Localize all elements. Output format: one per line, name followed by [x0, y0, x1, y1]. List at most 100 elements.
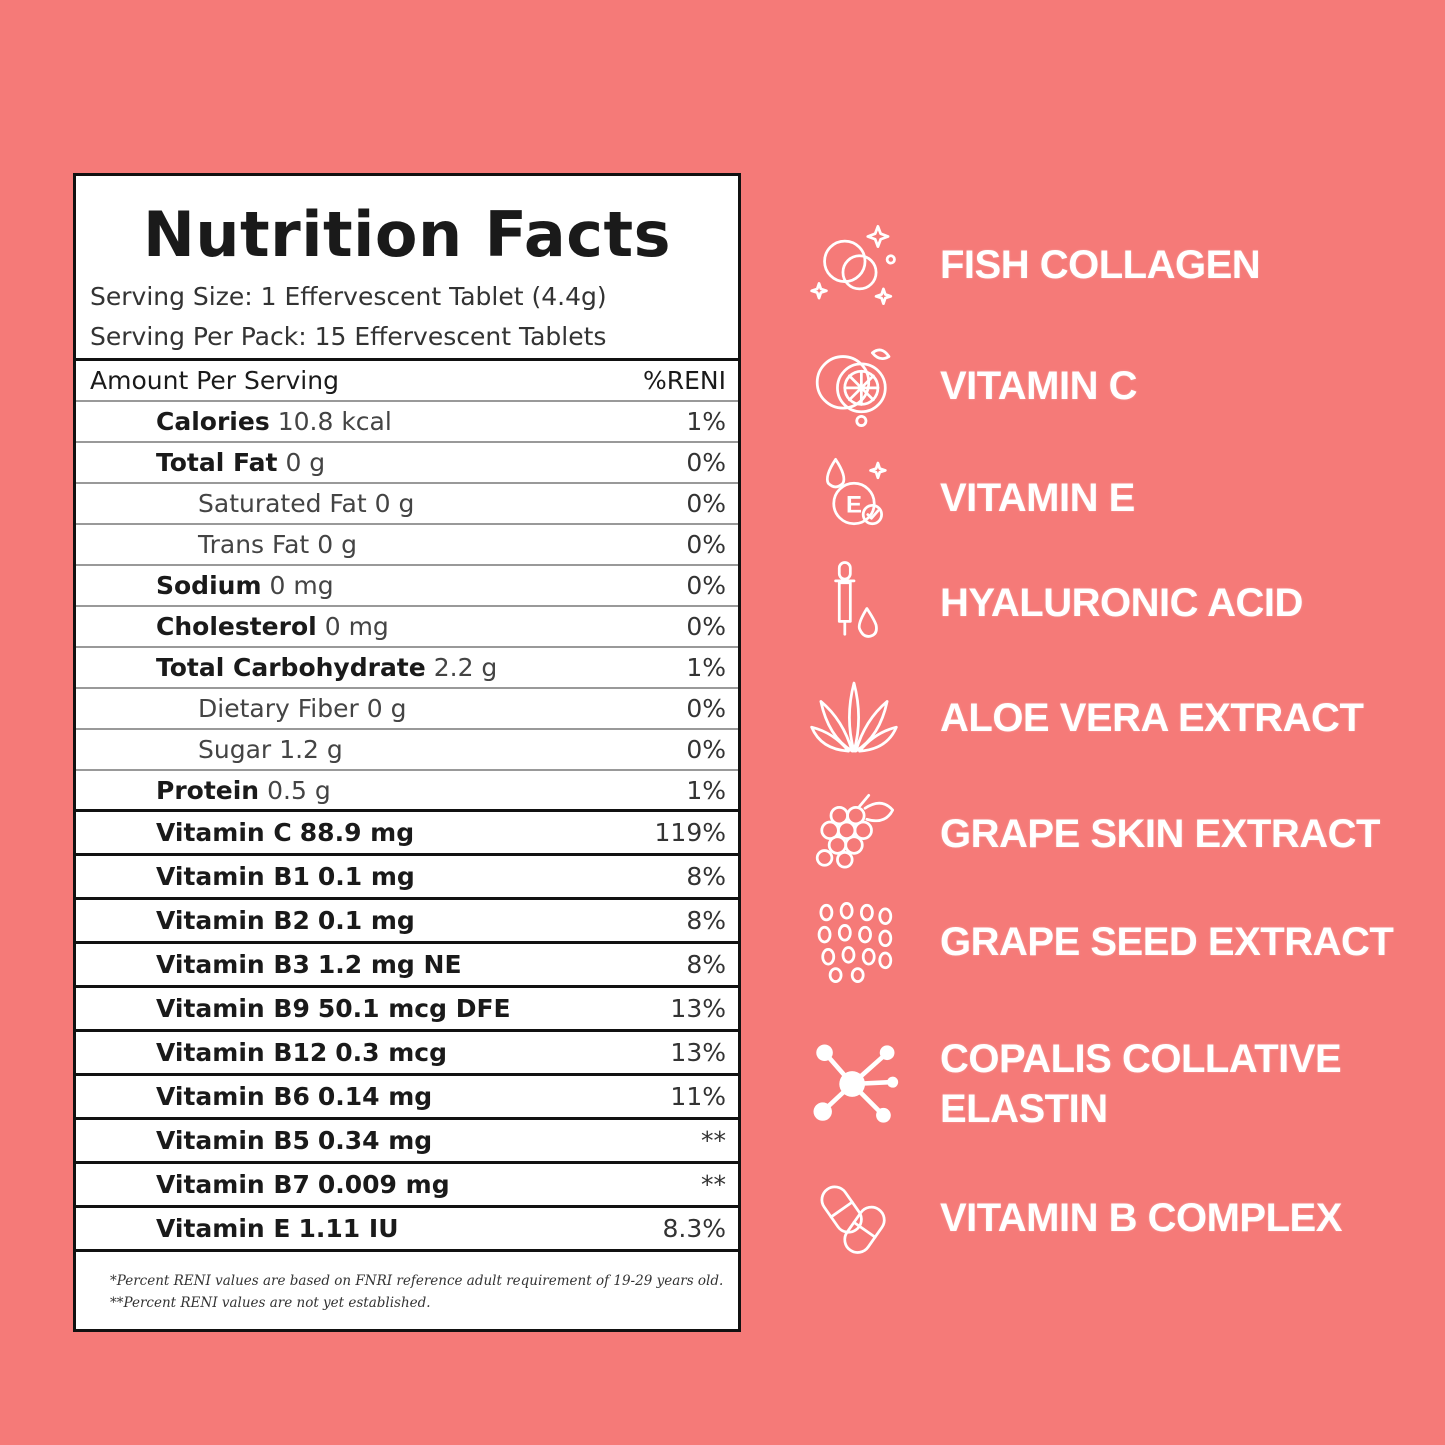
grape-bunch-icon [790, 784, 918, 884]
row-label: Sugar [198, 735, 272, 764]
ingredient-fish-collagen: FISH COLLAGEN [790, 215, 1430, 315]
serving-size: Serving Size: 1 Effervescent Tablet (4.4… [90, 282, 607, 311]
table-row: Total Fat 0 g 0% [76, 443, 738, 484]
row-label: Protein [156, 775, 260, 805]
row-label: Vitamin B1 [156, 862, 310, 891]
table-row: Total Carbohydrate 2.2 g 1% [76, 648, 738, 689]
table-row: Vitamin B6 0.14 mg 11% [76, 1076, 738, 1120]
row-label: Calories [156, 407, 270, 436]
row-pct: 0% [686, 530, 726, 559]
nutrition-title: Nutrition Facts [142, 198, 672, 271]
row-pct: 0% [686, 735, 726, 764]
table-row: Vitamin E 1.11 IU 8.3% [76, 1208, 738, 1252]
ingredient-vitamin-b-complex: VITAMIN B COMPLEX [790, 1168, 1430, 1268]
row-label: Vitamin B12 [156, 1038, 328, 1067]
row-pct: 8% [686, 906, 726, 935]
ingredient-label: VITAMIN C [940, 364, 1137, 408]
row-pct: 11% [670, 1082, 726, 1111]
dropper-icon [790, 553, 918, 653]
row-amount: 1.2 mg NE [317, 950, 462, 979]
row-label: Vitamin E [156, 1214, 291, 1243]
table-row: Saturated Fat 0 g 0% [76, 484, 738, 525]
servings-per-pack: Serving Per Pack: 15 Effervescent Tablet… [90, 322, 607, 351]
ingredient-label: VITAMIN B COMPLEX [940, 1196, 1342, 1240]
row-pct: 0% [686, 694, 726, 723]
ingredient-grape-skin: GRAPE SKIN EXTRACT [790, 784, 1430, 884]
row-amount: 0.14 mg [317, 1082, 433, 1111]
row-label: Vitamin B7 [156, 1170, 310, 1199]
ingredient-label: GRAPE SKIN EXTRACT [940, 812, 1380, 856]
table-row: Vitamin B7 0.009 mg ** [76, 1164, 738, 1208]
row-pct: 8% [686, 862, 726, 891]
footnote: *Percent RENI values are based on FNRI r… [110, 1273, 724, 1289]
svg-text:E: E [846, 492, 862, 519]
capsules-icon [790, 1168, 918, 1268]
row-pct: 0% [686, 571, 726, 600]
row-label: Cholesterol [156, 612, 317, 641]
ingredient-vitamin-c: VITAMIN C [790, 336, 1430, 436]
row-pct: 1% [686, 653, 726, 682]
row-amount: 0.34 mg [317, 1126, 433, 1155]
row-pct: 1% [686, 775, 726, 805]
row-amount: 88.9 mg [299, 818, 415, 847]
footnotes: *Percent RENI values are based on FNRI r… [110, 1270, 728, 1314]
ingredient-label-line: COPALIS COLLATIVE [940, 1037, 1342, 1081]
row-label: Total Fat [156, 448, 278, 477]
row-amount: 0 mg [269, 571, 334, 600]
ingredient-aloe-vera: ALOE VERA EXTRACT [790, 668, 1430, 768]
row-amount: 0 g [374, 489, 415, 518]
row-pct: 8% [686, 950, 726, 979]
ingredient-label: ALOE VERA EXTRACT [940, 696, 1364, 740]
table-row: Calories 10.8 kcal 1% [76, 402, 738, 443]
row-amount: 0 mg [324, 612, 389, 641]
row-label: Trans Fat [198, 530, 310, 559]
ingredient-label: GRAPE SEED EXTRACT [940, 920, 1394, 964]
row-pct: 0% [686, 489, 726, 518]
row-pct: 13% [670, 1038, 726, 1067]
ingredient-label: COPALIS COLLATIVE ELASTIN [940, 1034, 1342, 1134]
ingredient-label-line: ELASTIN [940, 1087, 1108, 1131]
table-row: Protein 0.5 g 1% [76, 771, 738, 812]
row-label: Saturated Fat [198, 489, 367, 518]
table-row: Cholesterol 0 mg 0% [76, 607, 738, 648]
grape-seeds-icon [790, 892, 918, 992]
table-row: Vitamin B3 1.2 mg NE 8% [76, 944, 738, 988]
ingredient-label: VITAMIN E [940, 476, 1135, 520]
row-pct: 0% [686, 448, 726, 477]
vitamin-e-drop-icon: E [790, 448, 918, 548]
table-row: Vitamin B2 0.1 mg 8% [76, 900, 738, 944]
row-label: Total Carbohydrate [156, 653, 426, 682]
row-label: Dietary Fiber [198, 694, 359, 723]
divider [76, 358, 738, 361]
row-label: Vitamin B3 [156, 950, 310, 979]
row-amount: 0.009 mg [317, 1170, 450, 1199]
ingredient-label: FISH COLLAGEN [940, 243, 1261, 287]
row-pct: 8.3% [662, 1214, 726, 1243]
row-amount: 50.1 mcg DFE [317, 994, 511, 1023]
table-row: Trans Fat 0 g 0% [76, 525, 738, 566]
ingredient-vitamin-e: E VITAMIN E [790, 448, 1430, 548]
table-row: Dietary Fiber 0 g 0% [76, 689, 738, 730]
row-amount: 0.3 mcg [335, 1038, 448, 1067]
row-pct: 119% [654, 818, 726, 847]
header-reni: %RENI [643, 366, 726, 395]
table-row: Vitamin C 88.9 mg 119% [76, 812, 738, 856]
ingredient-label: HYALURONIC ACID [940, 581, 1303, 625]
row-amount: 2.2 g [433, 653, 498, 682]
table-row: Vitamin B1 0.1 mg 8% [76, 856, 738, 900]
table-row: Vitamin B5 0.34 mg ** [76, 1120, 738, 1164]
nutrition-table: Amount Per Serving %RENI Calories 10.8 kc… [76, 361, 738, 1252]
row-amount: 0.1 mg [317, 906, 415, 935]
aloe-leaf-icon [790, 668, 918, 768]
row-amount: 0.5 g [267, 775, 331, 805]
row-amount: 0 g [317, 530, 357, 559]
table-row: Vitamin B12 0.3 mcg 13% [76, 1032, 738, 1076]
ingredient-hyaluronic-acid: HYALURONIC ACID [790, 553, 1430, 653]
row-label: Vitamin C [156, 818, 292, 847]
row-amount: 0 g [366, 694, 407, 723]
molecule-icon [790, 1034, 918, 1134]
ingredient-copalis-elastin: COPALIS COLLATIVE ELASTIN [790, 1034, 1430, 1134]
row-label: Vitamin B2 [156, 906, 310, 935]
row-pct: 1% [686, 407, 726, 436]
row-pct: 13% [670, 994, 726, 1023]
